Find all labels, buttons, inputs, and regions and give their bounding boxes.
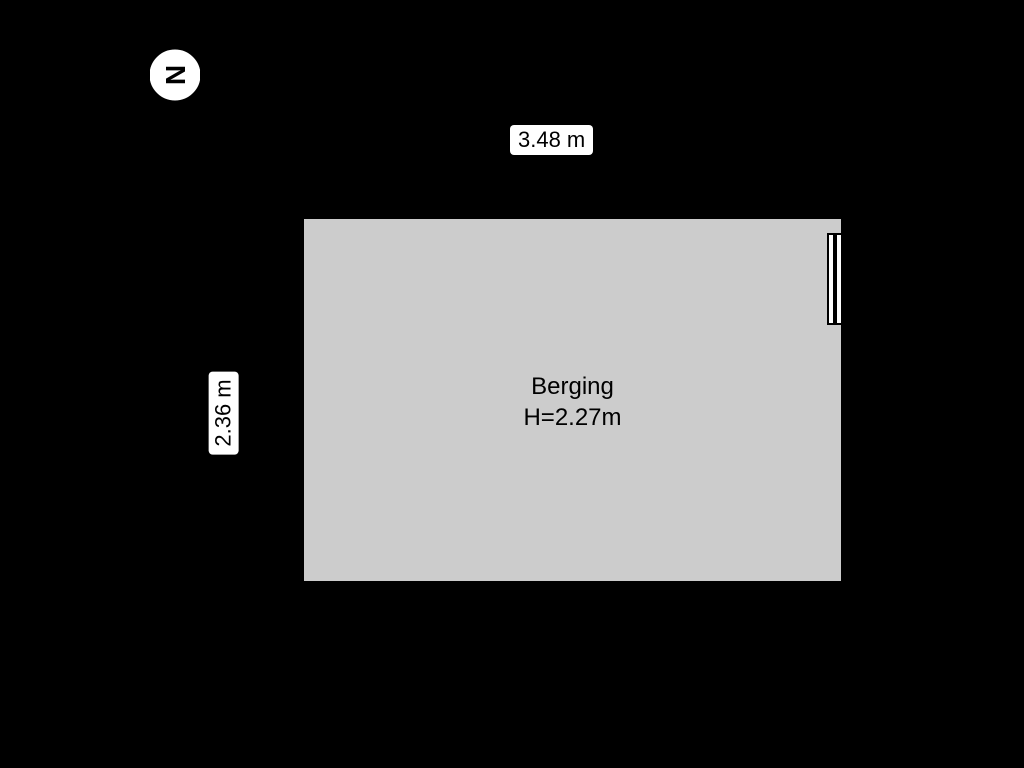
window-icon [827, 233, 843, 325]
svg-text:N: N [160, 65, 191, 85]
room-label: Berging H=2.27m [304, 371, 841, 433]
compass-icon: N [140, 40, 210, 110]
room-name: Berging [531, 373, 614, 400]
room-height: H=2.27m [523, 404, 621, 431]
dimension-height: 2.36 m [209, 371, 239, 454]
dimension-width: 3.48 m [510, 125, 593, 155]
room-berging: Berging H=2.27m [300, 215, 845, 585]
floorplan-canvas: N Berging H=2.27m 3.48 m 2.36 m [0, 0, 1024, 768]
